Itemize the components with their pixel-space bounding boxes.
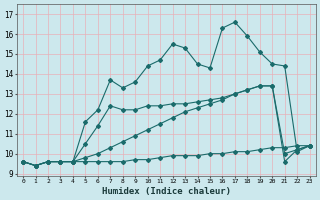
X-axis label: Humidex (Indice chaleur): Humidex (Indice chaleur) <box>102 187 231 196</box>
